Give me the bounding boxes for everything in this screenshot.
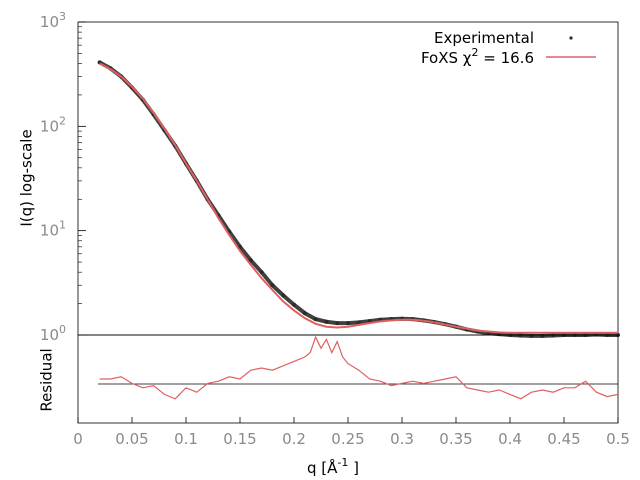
residual-panel: 0 0.05 0.1 0.15 0.2 0.25 0.3 0.35 0.4 0.45 0.5 Res… [38,334,630,477]
experimental-point [302,311,307,316]
legend: Experimental FoXS χ2 = 16.6 [421,29,596,67]
experimental-point [259,270,264,275]
x-tick-label: 0.25 [331,430,364,448]
experimental-point [551,333,556,338]
legend-foxs-prefix: FoXS χ [421,49,472,67]
x-tick-label: 0.15 [223,430,256,448]
y-tick-label: 100 [40,323,66,344]
main-y-axis: 100 101 102 103 [40,10,86,344]
y-tick-label: 101 [40,219,66,240]
experimental-point [313,317,318,322]
experimental-point [346,321,350,326]
x-tick-label: 0.2 [282,430,306,448]
y-tick-label: 103 [40,10,66,31]
experimental-band [98,60,618,338]
x-tick-label: 0.5 [606,430,630,448]
experimental-point [324,319,329,324]
main-y-axis-title: I(q) log-scale [18,129,36,226]
x-tick-label: 0.35 [439,430,472,448]
residual-plot-area [99,335,619,400]
legend-foxs-suffix: = 16.6 [478,49,534,67]
residual-line [99,335,619,400]
y-tick-label: 102 [40,114,66,135]
experimental-point [518,333,523,338]
x-tick-label: 0.45 [547,430,580,448]
legend-label-foxs: FoXS χ2 = 16.6 [421,46,534,67]
x-axis-title-superscript: -1 [337,456,348,469]
experimental-point [281,293,286,298]
x-tick-label: 0.4 [498,430,522,448]
main-plot-area [97,60,620,338]
legend-marker-experimental [569,36,573,40]
x-tick-label: 0 [73,430,83,448]
experimental-point [540,333,545,338]
foxs-fit-line [99,62,618,334]
residual-plot-frame [77,334,619,424]
experimental-point [270,283,275,288]
x-axis-title-main: q [Å [307,458,338,477]
x-tick-label: 0.05 [115,430,148,448]
experimental-point [292,302,296,307]
experimental-point [356,320,361,325]
x-tick-label: 0.1 [174,430,198,448]
residual-y-axis-title: Residual [38,348,56,411]
experimental-point [248,258,253,263]
x-axis: 0 0.05 0.1 0.15 0.2 0.25 0.3 0.35 0.4 0.45 0.5 [73,417,630,448]
legend-label-experimental: Experimental [434,29,534,47]
main-plot-frame [77,21,619,336]
main-panel: 100 101 102 103 I(q) log-scale Experimental… [18,10,620,344]
experimental-point [529,333,534,338]
experimental-point [335,321,340,326]
x-axis-title-end: ] [348,459,359,477]
x-axis-title: q [Å-1 ] [307,456,359,477]
x-tick-label: 0.3 [390,430,414,448]
legend-foxs-superscript: 2 [471,46,478,59]
